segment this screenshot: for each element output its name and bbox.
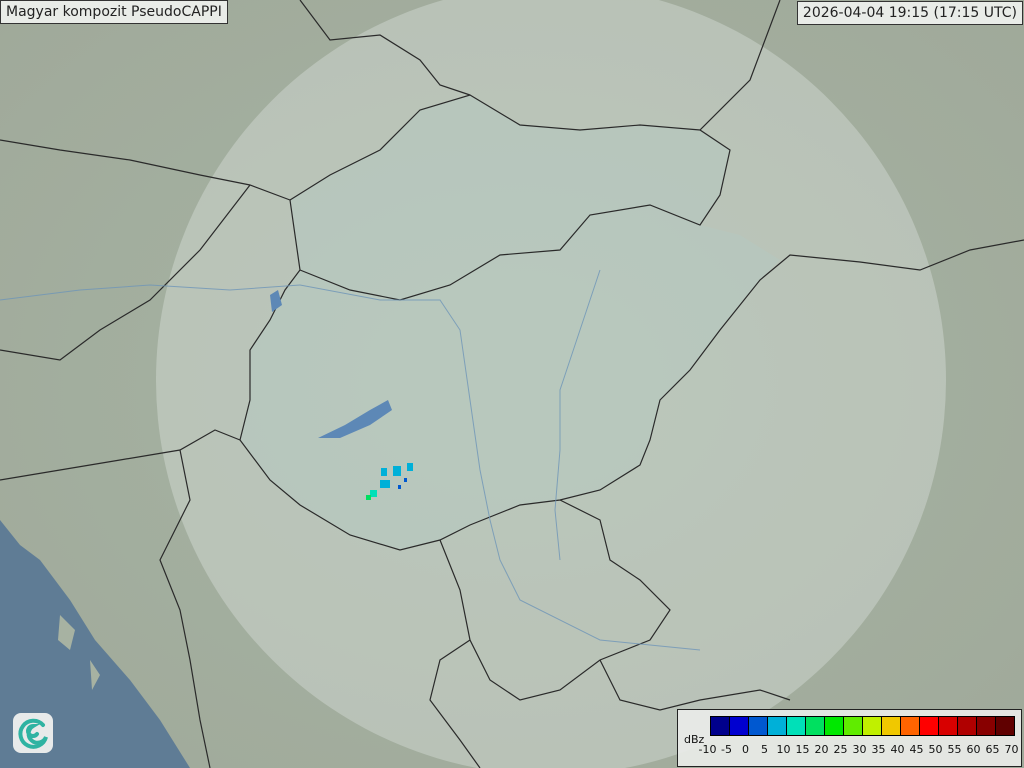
legend-tick-label: 5 — [761, 743, 768, 756]
swirl-logo-icon — [13, 713, 53, 753]
legend-swatch — [844, 717, 863, 735]
lake-balaton — [318, 400, 392, 438]
legend-swatch — [882, 717, 901, 735]
legend-tick-label: 60 — [966, 743, 981, 756]
legend-swatch — [901, 717, 920, 735]
radar-coverage — [156, 0, 946, 768]
legend-swatch — [939, 717, 958, 735]
radar-echoes — [366, 463, 413, 500]
legend-tick-label: 55 — [947, 743, 962, 756]
legend-color-bar — [710, 716, 1015, 736]
legend-tick-label: 20 — [814, 743, 829, 756]
islands — [58, 615, 100, 690]
legend-swatch — [768, 717, 787, 735]
legend-unit: dBz — [684, 733, 705, 746]
legend-tick-label: 15 — [795, 743, 810, 756]
legend-tick-label: 50 — [928, 743, 943, 756]
legend-swatch — [787, 717, 806, 735]
legend-swatch — [863, 717, 882, 735]
legend-tick-label: -5 — [721, 743, 732, 756]
legend-swatch — [996, 717, 1014, 735]
legend-tick-label: 70 — [1004, 743, 1019, 756]
legend-tick-label: 25 — [833, 743, 848, 756]
legend-ticks: -10 -5 0 5 10 15 20 25 30 35 40 45 50 55 60 65 70 — [698, 743, 1021, 756]
legend-tick-label: 40 — [890, 743, 905, 756]
product-title: Magyar kompozit PseudoCAPPI — [0, 0, 228, 24]
legend-swatch — [958, 717, 977, 735]
dbz-legend: dBz -10 -5 0 5 10 15 20 25 30 35 40 45 50 55 60 65 70 — [677, 709, 1022, 767]
legend-tick-label: 0 — [742, 743, 749, 756]
legend-swatch — [711, 717, 730, 735]
legend-swatch — [977, 717, 996, 735]
legend-swatch — [920, 717, 939, 735]
legend-tick-label: 30 — [852, 743, 867, 756]
legend-tick-label: -10 — [698, 743, 717, 756]
hungary-area — [240, 95, 780, 550]
legend-tick-label: 10 — [776, 743, 791, 756]
legend-tick-label: 45 — [909, 743, 924, 756]
timestamp: 2026-04-04 19:15 (17:15 UTC) — [796, 1, 1023, 25]
legend-swatch — [825, 717, 844, 735]
legend-swatch — [749, 717, 768, 735]
lake-neusiedl — [270, 290, 282, 312]
legend-tick-label: 35 — [871, 743, 886, 756]
adriatic-sea — [0, 520, 190, 768]
legend-swatch — [730, 717, 749, 735]
legend-tick-label: 65 — [985, 743, 1000, 756]
rivers — [0, 269, 701, 651]
legend-swatch — [806, 717, 825, 735]
